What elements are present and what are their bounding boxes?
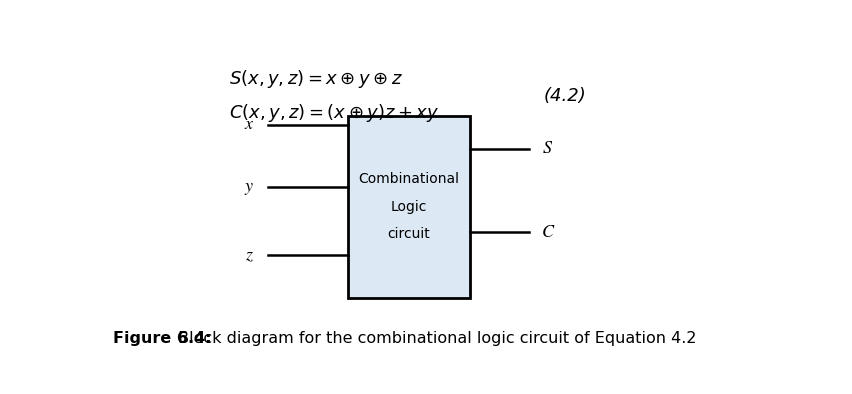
Text: x: x [245, 116, 252, 133]
Text: $S(x,y,z)=x\oplus y\oplus z$: $S(x,y,z)=x\oplus y\oplus z$ [228, 68, 403, 90]
Text: (4.2): (4.2) [544, 87, 587, 105]
Text: C: C [543, 224, 555, 241]
Text: z: z [245, 247, 252, 264]
Text: circuit: circuit [387, 227, 430, 241]
Text: Logic: Logic [390, 199, 427, 214]
Text: y: y [245, 178, 252, 195]
Text: S: S [543, 141, 551, 157]
Text: Block diagram for the combinational logic circuit of Equation 4.2: Block diagram for the combinational logi… [172, 331, 696, 346]
Text: Figure 6.4:: Figure 6.4: [113, 331, 212, 346]
Bar [348, 115, 469, 297]
Text: $C(x,y,z)=(x\oplus y)z+xy$: $C(x,y,z)=(x\oplus y)z+xy$ [228, 102, 439, 123]
Text: Combinational: Combinational [358, 172, 459, 186]
